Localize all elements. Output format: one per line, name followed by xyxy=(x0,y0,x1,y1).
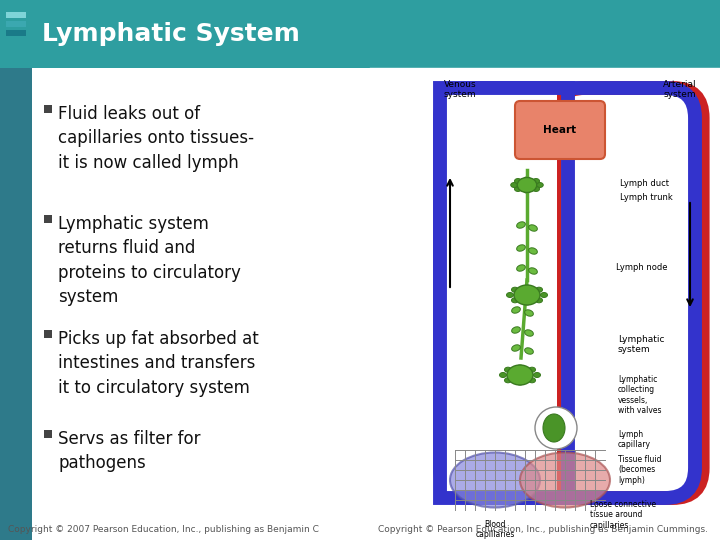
Ellipse shape xyxy=(523,285,531,290)
Ellipse shape xyxy=(511,287,518,292)
Text: Lymphatic
system: Lymphatic system xyxy=(618,335,665,354)
Text: Lymph
capillary: Lymph capillary xyxy=(618,430,651,449)
Ellipse shape xyxy=(523,177,531,182)
Ellipse shape xyxy=(528,367,536,372)
Ellipse shape xyxy=(516,365,523,370)
Ellipse shape xyxy=(505,378,511,383)
Ellipse shape xyxy=(533,179,539,184)
Ellipse shape xyxy=(543,414,565,442)
Ellipse shape xyxy=(541,293,547,298)
Bar xyxy=(6,30,26,36)
Ellipse shape xyxy=(517,265,526,271)
Text: Lymph node: Lymph node xyxy=(616,264,667,273)
Ellipse shape xyxy=(517,178,536,192)
Ellipse shape xyxy=(528,225,537,231)
Bar xyxy=(0,0,32,540)
Bar xyxy=(6,21,26,27)
Text: Blood
capillaries: Blood capillaries xyxy=(475,520,515,539)
Ellipse shape xyxy=(512,307,521,313)
Text: Lymphatic system
returns fluid and
proteins to circulatory
system: Lymphatic system returns fluid and prote… xyxy=(58,215,241,306)
Text: Heart: Heart xyxy=(544,125,577,135)
Ellipse shape xyxy=(525,310,534,316)
Ellipse shape xyxy=(512,327,521,333)
Bar xyxy=(44,105,52,113)
Ellipse shape xyxy=(512,345,521,351)
Bar xyxy=(44,330,52,338)
Ellipse shape xyxy=(511,298,518,303)
Bar xyxy=(44,215,52,223)
Ellipse shape xyxy=(500,373,506,377)
Ellipse shape xyxy=(517,245,526,251)
Ellipse shape xyxy=(523,188,531,193)
Ellipse shape xyxy=(517,222,526,228)
Ellipse shape xyxy=(536,298,543,303)
Ellipse shape xyxy=(515,186,521,192)
Ellipse shape xyxy=(535,407,577,449)
Text: Lymphatic System: Lymphatic System xyxy=(42,22,300,46)
Ellipse shape xyxy=(536,183,544,187)
Ellipse shape xyxy=(528,378,536,383)
Text: Venous
system: Venous system xyxy=(444,80,477,99)
Text: Arterial
system: Arterial system xyxy=(663,80,697,99)
FancyBboxPatch shape xyxy=(515,101,605,159)
Ellipse shape xyxy=(525,348,534,354)
Ellipse shape xyxy=(510,183,518,187)
Text: Lymph trunk: Lymph trunk xyxy=(620,193,672,202)
Ellipse shape xyxy=(450,453,540,508)
Ellipse shape xyxy=(506,293,513,298)
Ellipse shape xyxy=(533,186,539,192)
Bar xyxy=(44,430,52,438)
Text: Copyright © Pearson Education, Inc., publishing as Benjamin Cummings.: Copyright © Pearson Education, Inc., pub… xyxy=(378,525,708,535)
Ellipse shape xyxy=(520,453,610,508)
Ellipse shape xyxy=(523,300,531,305)
Text: Lymph duct: Lymph duct xyxy=(620,179,669,187)
Ellipse shape xyxy=(514,285,540,305)
Ellipse shape xyxy=(516,380,523,385)
Text: Tissue fluid
(becomes
lymph): Tissue fluid (becomes lymph) xyxy=(618,455,662,485)
Ellipse shape xyxy=(528,268,537,274)
Text: Picks up fat absorbed at
intestines and transfers
it to circulatory system: Picks up fat absorbed at intestines and … xyxy=(58,330,258,396)
Ellipse shape xyxy=(525,330,534,336)
Ellipse shape xyxy=(515,179,521,184)
Text: Fluid leaks out of
capillaries onto tissues-
it is now called lymph: Fluid leaks out of capillaries onto tiss… xyxy=(58,105,254,172)
Ellipse shape xyxy=(536,287,543,292)
Bar xyxy=(6,12,26,18)
Bar xyxy=(435,83,557,503)
Ellipse shape xyxy=(534,373,541,377)
Text: Lymphatic
collecting
vessels,
with valves: Lymphatic collecting vessels, with valve… xyxy=(618,375,662,415)
Text: Copyright © 2007 Pearson Education, Inc., publishing as Benjamin C: Copyright © 2007 Pearson Education, Inc.… xyxy=(8,525,319,535)
Ellipse shape xyxy=(507,365,533,385)
Bar xyxy=(370,68,720,540)
Text: Loose connective
tissue around
capillaries: Loose connective tissue around capillari… xyxy=(590,500,656,530)
Bar xyxy=(0,0,720,68)
Text: Servs as filter for
pathogens: Servs as filter for pathogens xyxy=(58,430,200,472)
Ellipse shape xyxy=(505,367,511,372)
Ellipse shape xyxy=(528,248,537,254)
